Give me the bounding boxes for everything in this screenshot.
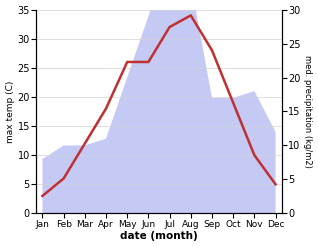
Y-axis label: max temp (C): max temp (C) [5, 80, 15, 143]
X-axis label: date (month): date (month) [120, 231, 198, 242]
Y-axis label: med. precipitation (kg/m2): med. precipitation (kg/m2) [303, 55, 313, 168]
